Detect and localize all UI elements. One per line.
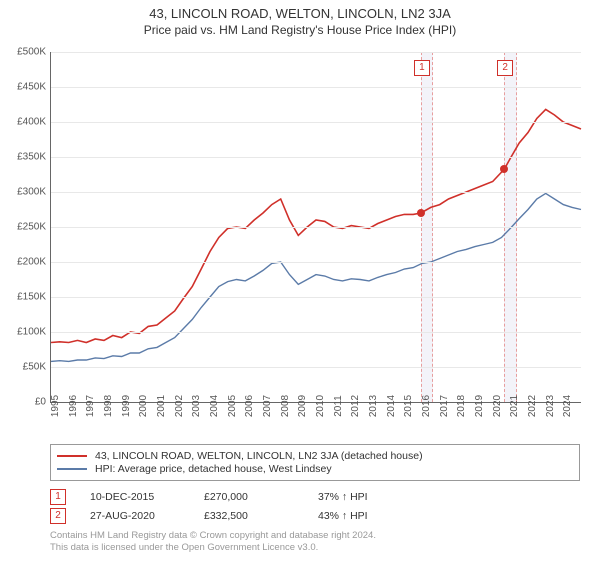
series-line (51, 193, 581, 361)
x-axis-label: 2021 (509, 395, 520, 417)
legend-item: 43, LINCOLN ROAD, WELTON, LINCOLN, LN2 3… (57, 450, 573, 462)
x-axis-label: 2018 (456, 395, 467, 417)
legend-swatch (57, 468, 87, 470)
sale-point (500, 165, 508, 173)
y-axis-label: £400K (17, 117, 46, 128)
series-line (51, 109, 581, 342)
sale-date: 10-DEC-2015 (90, 491, 180, 503)
sale-price: £332,500 (204, 510, 294, 522)
legend-label: HPI: Average price, detached house, West… (95, 463, 332, 475)
sale-hpi-delta: 37% ↑ HPI (318, 491, 408, 503)
y-axis-label: £200K (17, 257, 46, 268)
sale-marker: 1 (414, 60, 430, 76)
gridline (51, 297, 581, 298)
gridline (51, 262, 581, 263)
sale-row-marker: 1 (50, 489, 66, 505)
x-axis-label: 1995 (50, 395, 61, 417)
x-axis-label: 1999 (121, 395, 132, 417)
sale-row: 1 10-DEC-2015 £270,000 37% ↑ HPI (50, 489, 580, 505)
x-axis-label: 1997 (85, 395, 96, 417)
footer-attribution: Contains HM Land Registry data © Crown c… (50, 530, 580, 555)
gridline (51, 122, 581, 123)
sale-point (417, 209, 425, 217)
x-axis-label: 2016 (421, 395, 432, 417)
legend-item: HPI: Average price, detached house, West… (57, 463, 573, 475)
x-axis-label: 2014 (386, 395, 397, 417)
y-axis-label: £250K (17, 222, 46, 233)
sale-date: 27-AUG-2020 (90, 510, 180, 522)
x-axis-label: 2009 (297, 395, 308, 417)
x-axis-label: 2008 (280, 395, 291, 417)
gridline (51, 87, 581, 88)
y-axis-label: £450K (17, 82, 46, 93)
x-axis-label: 2019 (474, 395, 485, 417)
sale-hpi-delta: 43% ↑ HPI (318, 510, 408, 522)
legend-box: 43, LINCOLN ROAD, WELTON, LINCOLN, LN2 3… (50, 444, 580, 481)
x-axis-label: 2001 (156, 395, 167, 417)
x-axis-label: 2000 (138, 395, 149, 417)
footer-line-2: This data is licensed under the Open Gov… (50, 542, 580, 554)
y-axis-label: £350K (17, 152, 46, 163)
legend-label: 43, LINCOLN ROAD, WELTON, LINCOLN, LN2 3… (95, 450, 423, 462)
legend-swatch (57, 455, 87, 457)
gridline (51, 227, 581, 228)
x-axis-label: 2013 (368, 395, 379, 417)
sale-marker: 2 (497, 60, 513, 76)
gridline (51, 192, 581, 193)
x-axis-label: 2010 (315, 395, 326, 417)
chart-title: 43, LINCOLN ROAD, WELTON, LINCOLN, LN2 3… (0, 6, 600, 21)
x-axis-label: 2020 (492, 395, 503, 417)
x-axis-label: 2011 (333, 395, 344, 417)
sale-row-marker: 2 (50, 508, 66, 524)
legend-and-footer: 43, LINCOLN ROAD, WELTON, LINCOLN, LN2 3… (50, 444, 580, 555)
x-axis-label: 2023 (545, 395, 556, 417)
gridline (51, 157, 581, 158)
x-axis-label: 1996 (68, 395, 79, 417)
x-axis-label: 2004 (209, 395, 220, 417)
x-axis-label: 2022 (527, 395, 538, 417)
gridline (51, 332, 581, 333)
y-axis-label: £100K (17, 327, 46, 338)
x-axis-label: 2006 (244, 395, 255, 417)
y-axis-label: £0 (35, 397, 46, 408)
y-axis-label: £150K (17, 292, 46, 303)
footer-line-1: Contains HM Land Registry data © Crown c… (50, 530, 580, 542)
plot-region: 12 (50, 52, 581, 403)
sale-price: £270,000 (204, 491, 294, 503)
gridline (51, 52, 581, 53)
sales-table: 1 10-DEC-2015 £270,000 37% ↑ HPI 2 27-AUG-202… (50, 489, 580, 524)
x-axis-label: 2003 (191, 395, 202, 417)
x-axis-label: 2017 (439, 395, 450, 417)
x-axis-label: 2012 (350, 395, 361, 417)
x-axis-label: 2015 (403, 395, 414, 417)
sale-row: 2 27-AUG-2020 £332,500 43% ↑ HPI (50, 508, 580, 524)
x-axis-label: 2005 (227, 395, 238, 417)
chart-subtitle: Price paid vs. HM Land Registry's House … (0, 23, 600, 37)
gridline (51, 367, 581, 368)
x-axis-label: 2002 (174, 395, 185, 417)
x-axis-label: 2007 (262, 395, 273, 417)
x-axis-label: 2024 (562, 395, 573, 417)
y-axis-label: £50K (23, 362, 46, 373)
y-axis-label: £300K (17, 187, 46, 198)
y-axis-label: £500K (17, 47, 46, 58)
chart-area: 12 £0£50K£100K£150K£200K£250K£300K£350K£… (50, 52, 580, 422)
x-axis-label: 1998 (103, 395, 114, 417)
